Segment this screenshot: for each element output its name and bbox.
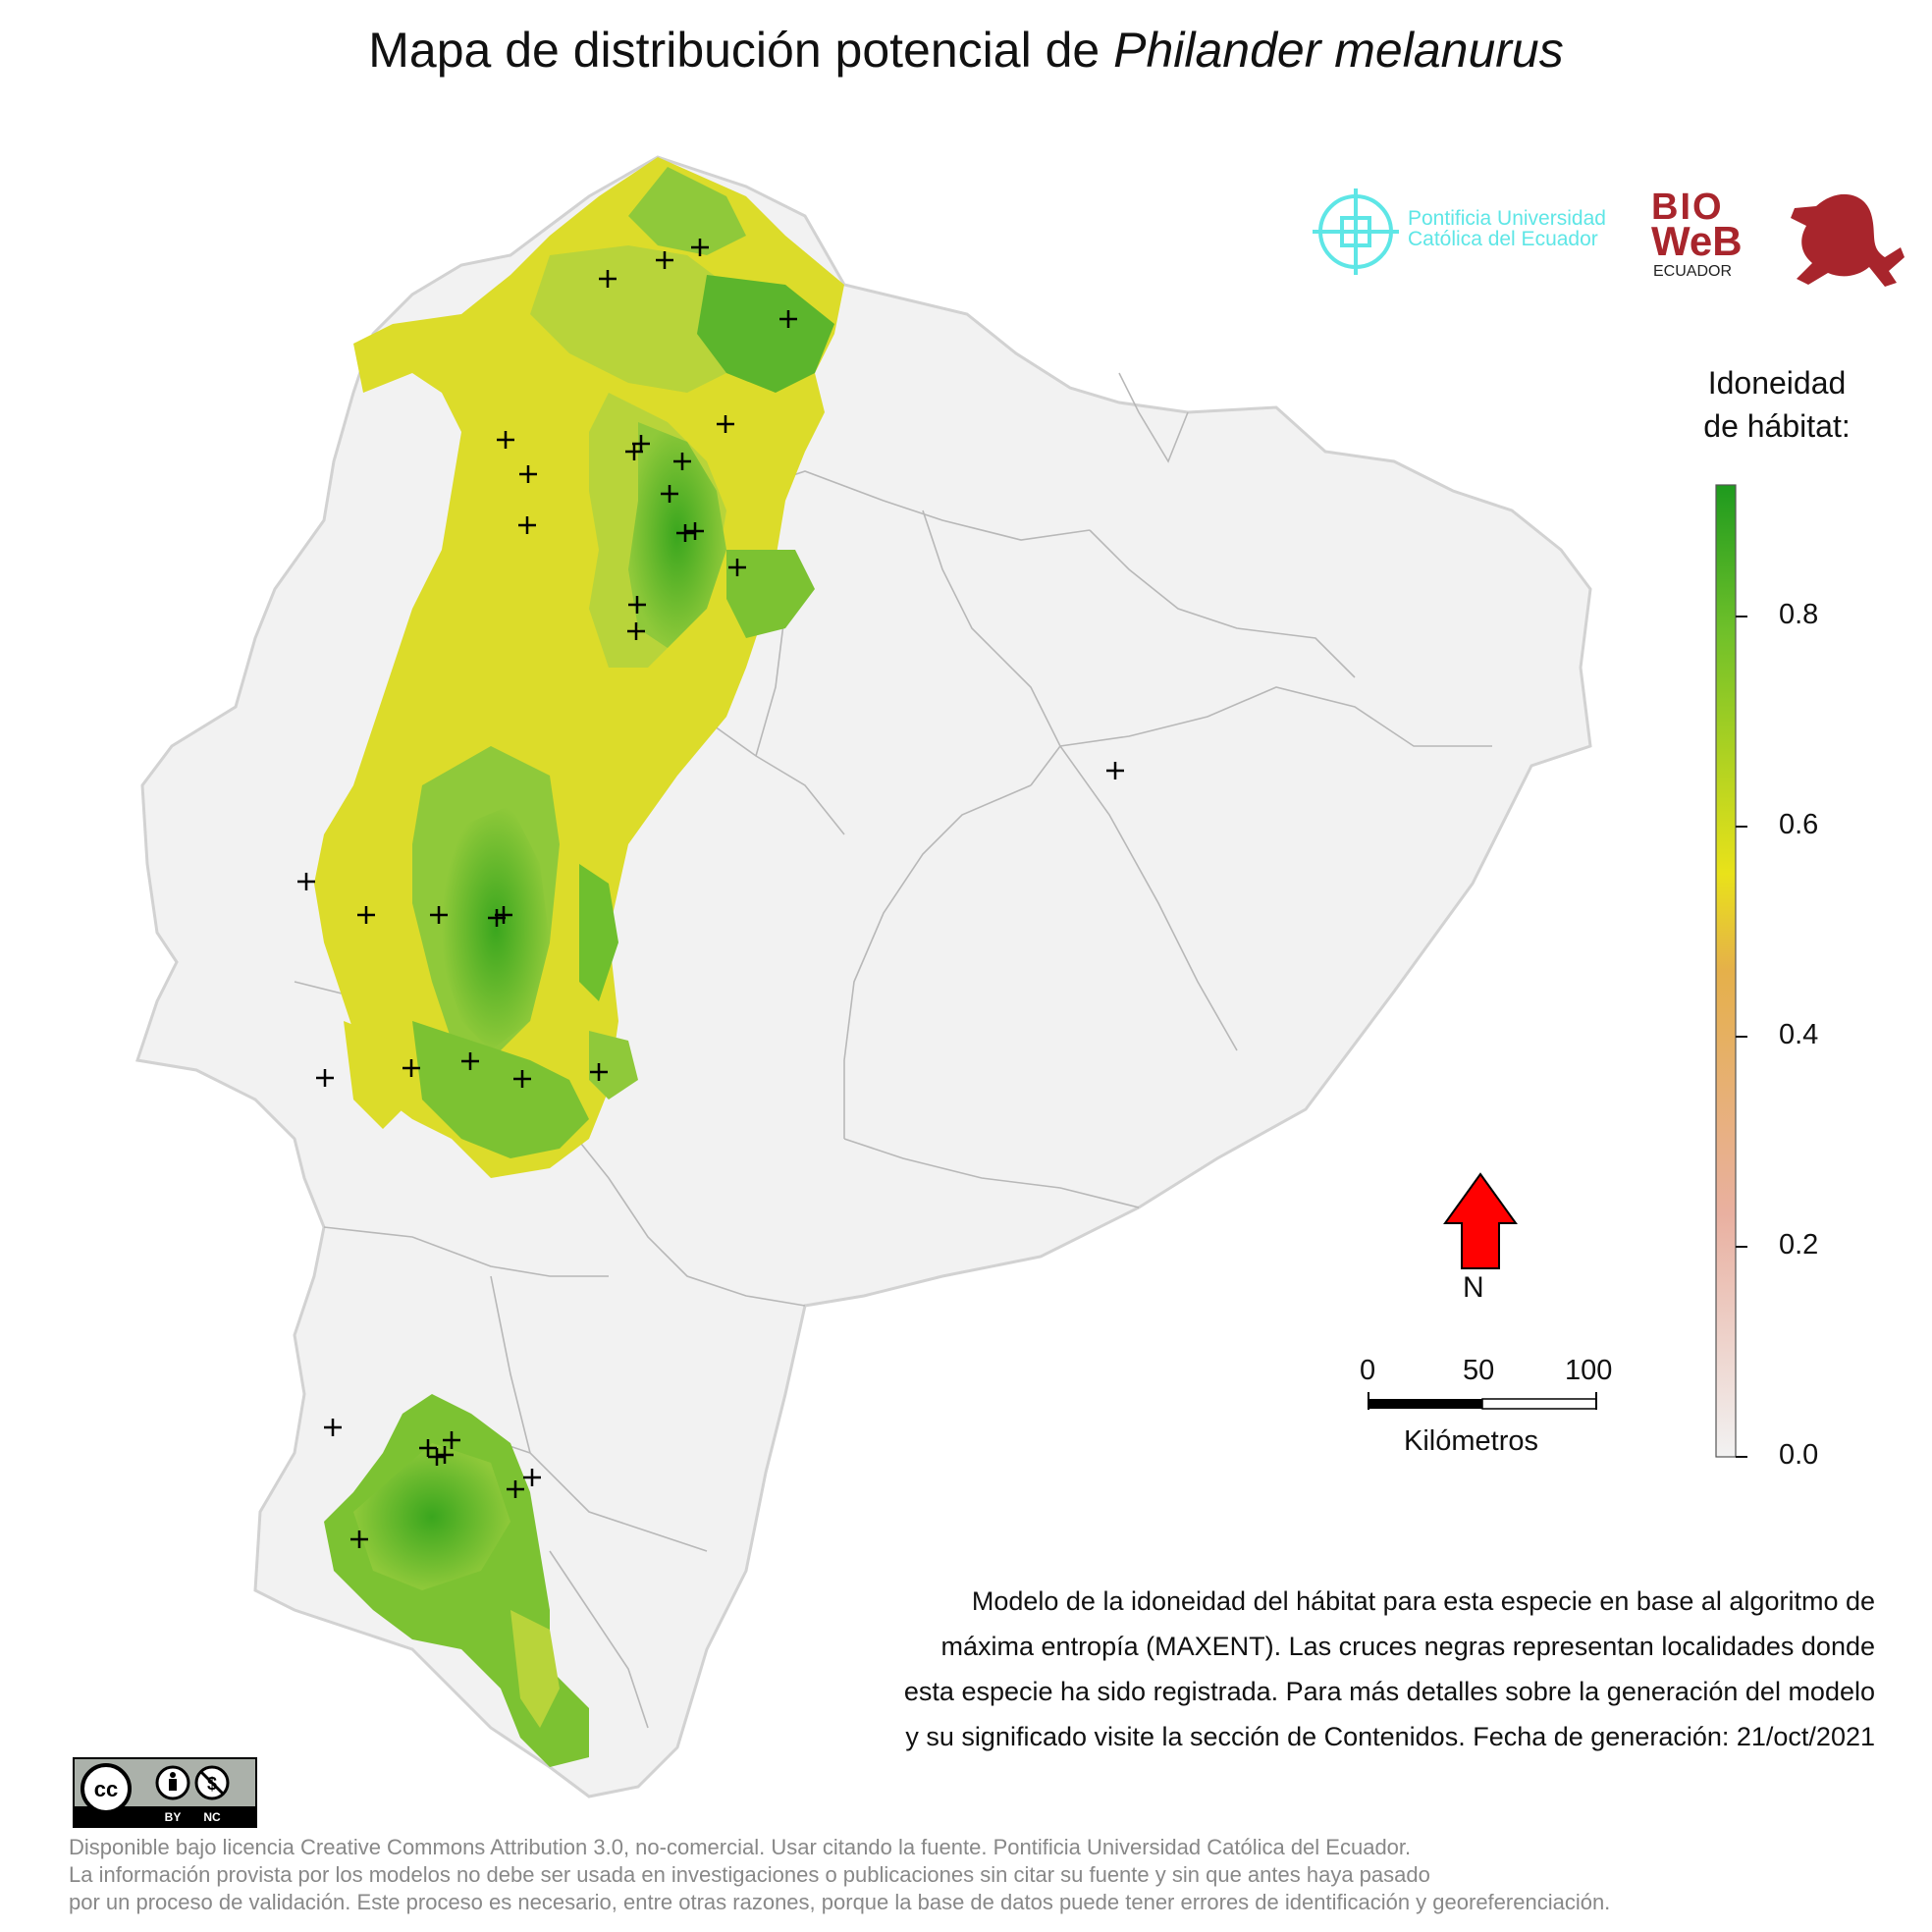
footer-disclaimer: Disponible bajo licencia Creative Common… [69,1834,1610,1916]
footer-line: La información provista por los modelos … [69,1862,1430,1887]
description-line: y su significado visite la sección de Co… [905,1722,1875,1751]
legend-ticks [1736,616,1747,1458]
puce-cross-icon [1313,188,1399,275]
legend-tick-label: 0.2 [1779,1229,1819,1261]
scale-bar [1368,1392,1597,1410]
puce-line2: Católica del Ecuador [1408,228,1598,250]
scale-unit: Kilómetros [1404,1425,1538,1457]
puce-line1: Pontificia Universidad [1408,207,1606,230]
cc-license-badge: cc $ BY NC [73,1757,257,1828]
description-line: esta especie ha sido registrada. Para má… [903,1677,1875,1706]
legend-title-line2: de hábitat: [1703,408,1851,444]
cc-by-label: BY [165,1810,182,1824]
description-line: Modelo de la idoneidad del hábitat para … [971,1586,1875,1616]
bioweb-logo: BIO WeB ECUADOR [1649,185,1905,283]
legend-title-line1: Idoneidad [1707,365,1847,401]
suitability-raster [314,157,844,1767]
scale-label-0: 0 [1360,1355,1376,1386]
puce-logo: Pontificia Universidad Católica del Ecua… [1314,185,1628,283]
svg-text:cc: cc [94,1777,118,1801]
frog-icon [1791,193,1905,287]
legend-title: Idoneidad de hábitat: [1669,361,1885,448]
map-title: Mapa de distribución potencial de Philan… [0,22,1932,79]
bioweb-bio: BIO [1651,187,1724,228]
footer-line: Disponible bajo licencia Creative Common… [69,1835,1412,1859]
species-name: Philander melanurus [1113,23,1564,78]
scale-label-50: 50 [1463,1355,1495,1386]
north-arrow-icon [1443,1172,1518,1269]
scale-label-100: 100 [1565,1355,1613,1386]
bioweb-ecuador: ECUADOR [1653,263,1733,280]
cc-icons: cc $ BY NC [75,1763,255,1826]
occurrence-markers [297,239,1124,1548]
cc-nc-label: NC [203,1810,221,1824]
legend-tick-label: 0.8 [1779,599,1819,630]
description-line: máxima entropía (MAXENT). Las cruces neg… [940,1632,1875,1661]
legend-tick-label: 0.0 [1779,1439,1819,1471]
title-text: Mapa de distribución potencial de [368,23,1100,78]
footer-line: por un proceso de validación. Este proce… [69,1890,1611,1914]
model-description: Modelo de la idoneidad del hábitat para … [746,1579,1875,1759]
north-label: N [1463,1271,1484,1304]
bioweb-web: WeB [1651,218,1743,264]
legend-colorbar [1715,484,1737,1458]
legend-tick-label: 0.6 [1779,809,1819,840]
legend-tick-label: 0.4 [1779,1019,1819,1050]
